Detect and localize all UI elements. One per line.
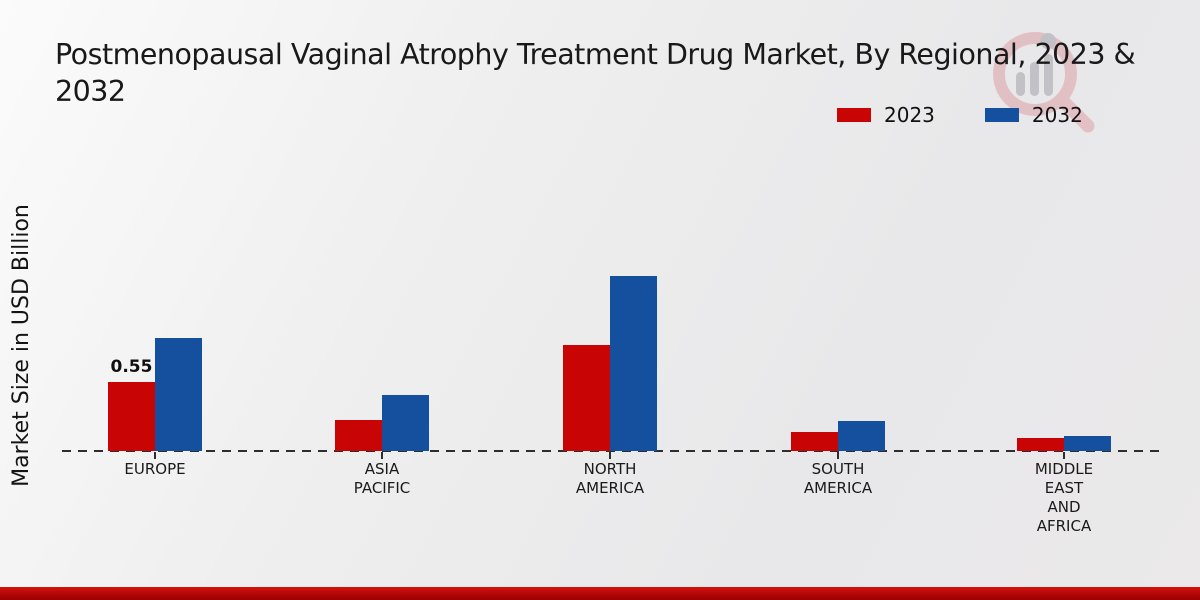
legend-swatch-2032 — [984, 108, 1019, 122]
x-axis-tick-asia-pacific — [381, 452, 383, 459]
legend-item-2032: 2032 — [984, 103, 1083, 127]
x-axis-tick-europe — [154, 452, 156, 459]
bar-value-label: 0.55 — [110, 357, 153, 377]
bar-2032-middle-east-and-africa — [1064, 436, 1111, 451]
legend-swatch-2023 — [837, 108, 871, 122]
bar-2032-europe — [155, 338, 202, 451]
bar-2032-north-america — [610, 276, 657, 451]
legend-label-2023: 2023 — [884, 103, 935, 127]
footer-accent-bar — [0, 587, 1200, 600]
x-tick-label-south-america: SOUTH AMERICA — [803, 460, 873, 497]
bar-2023-europe — [108, 382, 155, 451]
bar-2023-middle-east-and-africa — [1017, 438, 1064, 451]
bar-2032-asia-pacific — [382, 395, 429, 451]
x-axis-baseline — [62, 450, 1162, 452]
bar-2023-north-america — [563, 345, 610, 451]
legend: 2023 2032 — [837, 103, 1083, 127]
x-tick-label-europe: EUROPE — [124, 460, 186, 478]
bar-2032-south-america — [838, 421, 885, 451]
x-axis-tick-north-america — [609, 452, 611, 459]
legend-label-2032: 2032 — [1031, 103, 1083, 127]
x-tick-label-north-america: NORTH AMERICA — [575, 460, 645, 497]
bar-2023-asia-pacific — [335, 420, 382, 451]
x-tick-label-asia-pacific: ASIA PACIFIC — [353, 460, 411, 497]
legend-item-2023: 2023 — [837, 103, 935, 127]
bar-2023-south-america — [791, 432, 838, 451]
x-axis-tick-south-america — [837, 452, 839, 459]
chart-title: Postmenopausal Vaginal Atrophy Treatment… — [55, 38, 1136, 108]
x-axis-tick-middle-east-and-africa — [1063, 452, 1065, 459]
magnifier-bar-chart-logo-icon — [993, 32, 1095, 133]
x-tick-label-middle-east-and-africa: MIDDLE EAST AND AFRICA — [1034, 460, 1094, 535]
